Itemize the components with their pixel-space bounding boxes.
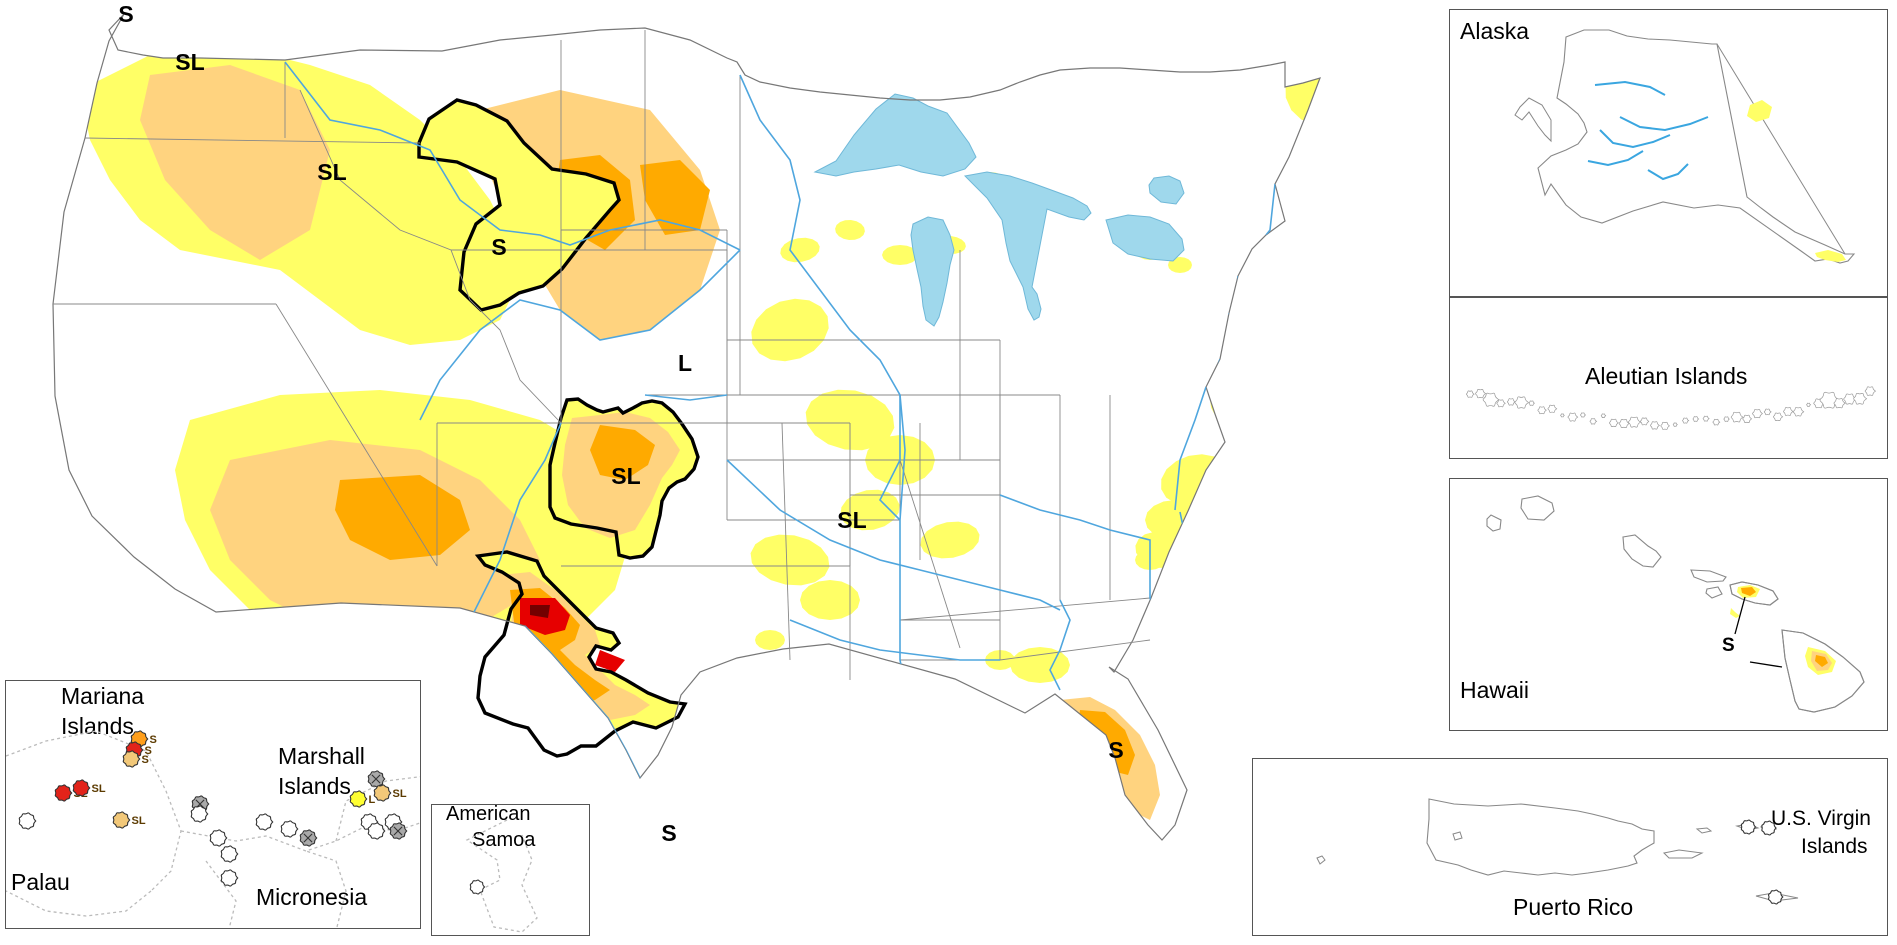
svg-text:S: S [118,1,133,27]
svg-text:SL: SL [175,49,204,75]
svg-text:SL: SL [393,788,407,800]
svg-text:SL: SL [317,159,346,185]
svg-text:L: L [678,350,692,376]
svg-text:S: S [1108,737,1123,763]
svg-text:SL: SL [92,783,106,795]
svg-text:S: S [491,234,506,260]
svg-text:SL: SL [611,463,640,489]
svg-text:S: S [1722,635,1735,656]
svg-text:SL: SL [132,815,146,827]
svg-text:S: S [142,754,149,766]
svg-text:S: S [661,820,676,846]
svg-text:SL: SL [837,507,866,533]
